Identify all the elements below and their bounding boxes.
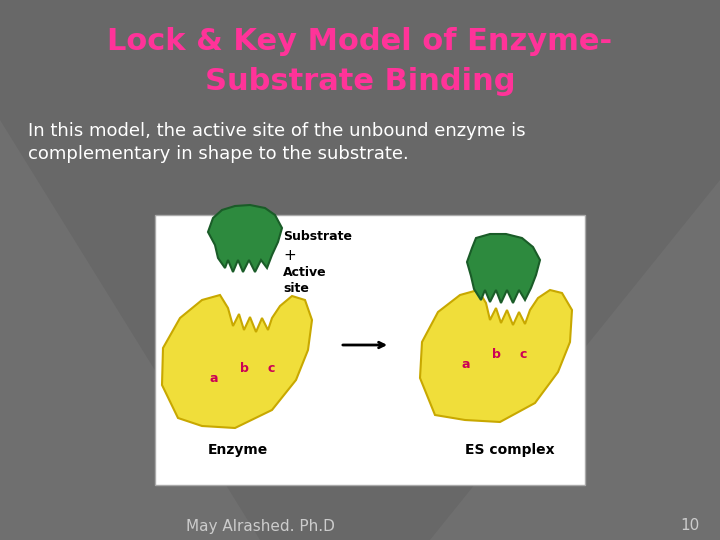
Text: c: c bbox=[519, 348, 527, 361]
Text: Active: Active bbox=[283, 267, 327, 280]
Text: b: b bbox=[240, 361, 248, 375]
Text: Substrate: Substrate bbox=[283, 231, 352, 244]
Text: Substrate Binding: Substrate Binding bbox=[204, 68, 516, 97]
Text: 10: 10 bbox=[680, 518, 700, 534]
Text: b: b bbox=[492, 348, 500, 361]
Text: c: c bbox=[267, 361, 275, 375]
Text: In this model, the active site of the unbound enzyme is: In this model, the active site of the un… bbox=[28, 122, 526, 140]
Polygon shape bbox=[0, 120, 260, 540]
Polygon shape bbox=[420, 290, 572, 422]
Polygon shape bbox=[467, 234, 540, 303]
Text: ES complex: ES complex bbox=[465, 443, 555, 457]
Text: +: + bbox=[283, 247, 296, 262]
Polygon shape bbox=[162, 295, 312, 428]
Text: a: a bbox=[210, 372, 218, 384]
Text: Lock & Key Model of Enzyme-: Lock & Key Model of Enzyme- bbox=[107, 28, 613, 57]
FancyBboxPatch shape bbox=[155, 215, 585, 485]
Text: site: site bbox=[283, 281, 309, 294]
Text: May Alrashed. Ph.D: May Alrashed. Ph.D bbox=[186, 518, 334, 534]
Text: complementary in shape to the substrate.: complementary in shape to the substrate. bbox=[28, 145, 409, 163]
Polygon shape bbox=[430, 180, 720, 540]
Polygon shape bbox=[208, 205, 282, 272]
Text: Enzyme: Enzyme bbox=[208, 443, 268, 457]
Text: a: a bbox=[462, 359, 470, 372]
